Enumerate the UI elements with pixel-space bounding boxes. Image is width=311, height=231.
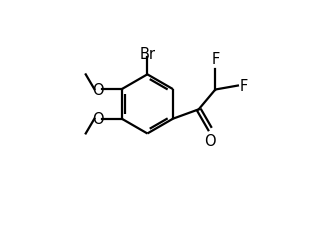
Text: F: F bbox=[239, 79, 248, 94]
Text: O: O bbox=[92, 82, 104, 97]
Text: Br: Br bbox=[139, 47, 156, 62]
Text: F: F bbox=[211, 52, 220, 67]
Text: O: O bbox=[92, 112, 104, 127]
Text: O: O bbox=[204, 133, 216, 148]
